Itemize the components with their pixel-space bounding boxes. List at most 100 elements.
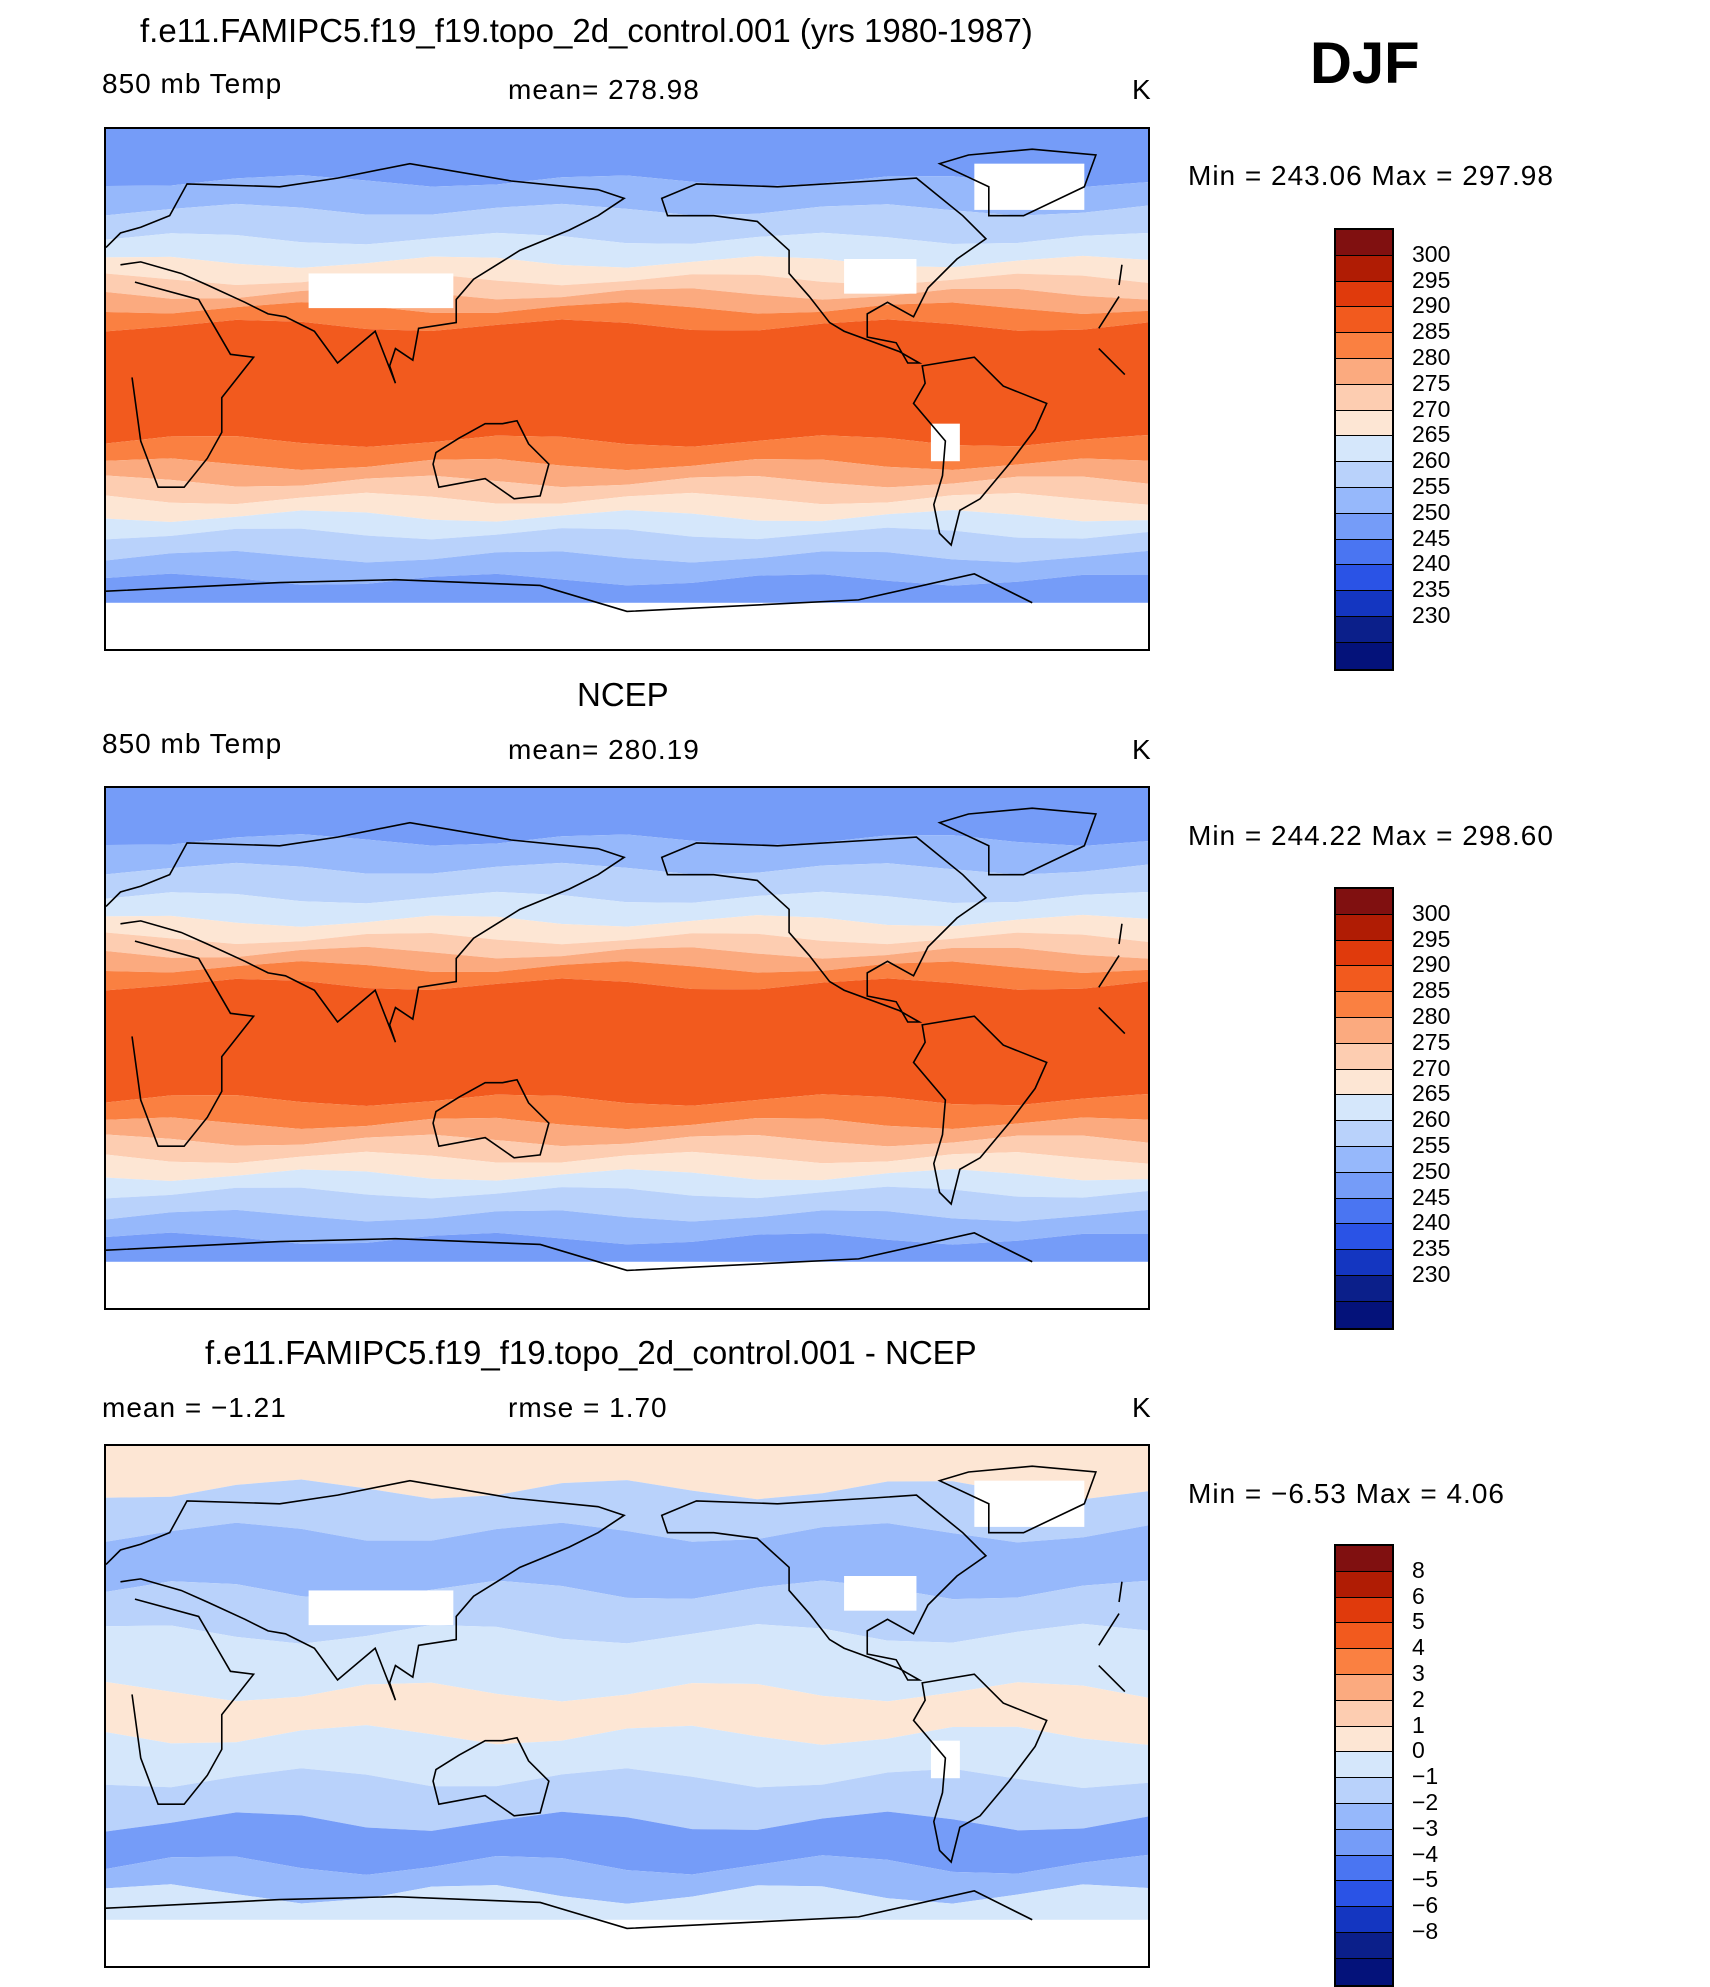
masked-terrain-region (844, 259, 917, 294)
colorbar-swatch (1336, 1778, 1392, 1804)
colorbar-swatch (1336, 1172, 1392, 1199)
colorbar-swatch (1336, 384, 1392, 411)
panel1-units: K (1132, 74, 1152, 105)
colorbar-tick-label: 290 (1412, 292, 1451, 319)
colorbar-swatch (1336, 1803, 1392, 1830)
contour-band (106, 510, 1148, 540)
antarctica-missing-region (106, 1919, 1148, 1966)
colorbar-swatch (1336, 1623, 1392, 1650)
colorbar-swatch (1336, 1275, 1392, 1302)
colorbar-tick-label: 5 (1412, 1608, 1425, 1635)
contour-band (106, 435, 1148, 471)
colorbar-swatch (1336, 889, 1392, 915)
contour-band (106, 1186, 1148, 1222)
contour-band (106, 978, 1148, 1106)
coastline (660, 1494, 988, 1681)
colorbar-swatch (1336, 1855, 1392, 1882)
contour-band (106, 891, 1148, 927)
panel2-units: K (1132, 734, 1152, 765)
map-canvas (106, 788, 1148, 1308)
colorbar-tick-label: 255 (1412, 1132, 1451, 1158)
contour-band (106, 961, 1148, 991)
coastline (432, 419, 550, 500)
panel3-map (104, 1444, 1150, 1968)
coastline (912, 356, 1048, 547)
coastline (106, 1479, 1123, 1701)
panel1-variable-label: 850 mb Temp (102, 68, 283, 99)
contour-band (106, 527, 1148, 563)
colorbar-swatch (1336, 1958, 1392, 1985)
contour-band (106, 1811, 1148, 1875)
contour-band (106, 1134, 1148, 1164)
panel1-colorbar (1334, 228, 1394, 671)
contour-band (106, 492, 1148, 523)
colorbar-swatch (1336, 1301, 1392, 1328)
contour-band (106, 1768, 1148, 1832)
coastline (660, 836, 988, 1023)
colorbar-tick-label: 230 (1412, 602, 1451, 628)
colorbar-tick-label: 235 (1412, 1235, 1451, 1262)
colorbar-tick-label: 6 (1412, 1582, 1425, 1609)
masked-terrain-region (308, 273, 454, 309)
contour-band (106, 175, 1148, 216)
colorbar-tick-label: 285 (1412, 318, 1451, 345)
colorbar-swatch (1336, 1674, 1392, 1701)
colorbar-tick-label: 240 (1412, 1209, 1451, 1236)
colorbar-swatch (1336, 230, 1392, 256)
colorbar-swatch (1336, 307, 1392, 334)
contour-band (106, 1854, 1148, 1904)
colorbar-swatch (1336, 1146, 1392, 1173)
coastline (106, 821, 1123, 1043)
colorbar-tick-label: 295 (1412, 925, 1451, 952)
antarctica-missing-region (106, 602, 1148, 649)
colorbar-tick-label: −5 (1412, 1866, 1439, 1893)
panel2-minmax: Min = 244.22 Max = 298.60 (1188, 820, 1554, 851)
colorbar-swatch (1336, 1881, 1392, 1908)
coastline (106, 162, 1123, 384)
coastline (106, 1890, 1033, 1930)
colorbar-swatch (1336, 1043, 1392, 1070)
colorbar-swatch (1336, 591, 1392, 617)
panel3-title: f.e11.FAMIPC5.f19_f19.topo_2d_control.00… (205, 1334, 977, 1371)
contour-band (106, 550, 1148, 586)
colorbar-swatch (1336, 358, 1392, 385)
colorbar-swatch (1336, 1069, 1392, 1096)
coastline (106, 573, 1033, 613)
coastline (106, 1232, 1033, 1272)
colorbar-tick-label: 300 (1412, 240, 1451, 267)
masked-terrain-region (974, 1480, 1085, 1527)
colorbar-swatch (1336, 940, 1392, 967)
colorbar-tick-label: 2 (1412, 1685, 1425, 1712)
panel2-variable-label: 850 mb Temp (102, 728, 283, 759)
coastline (432, 1736, 550, 1817)
contour-band (106, 203, 1148, 245)
contour-band (106, 475, 1148, 505)
colorbar-swatch (1336, 565, 1392, 592)
colorbar-swatch (1336, 1546, 1392, 1572)
map-canvas (106, 1446, 1148, 1966)
coastline (937, 148, 1098, 217)
colorbar-tick-label: −8 (1412, 1918, 1439, 1944)
colorbar-tick-label: 260 (1412, 1106, 1451, 1133)
contour-band (106, 914, 1148, 945)
colorbar-swatch (1336, 642, 1392, 669)
colorbar-swatch (1336, 487, 1392, 514)
contour-band (106, 932, 1148, 959)
panel2-colorbar (1334, 887, 1394, 1330)
colorbar-tick-label: 295 (1412, 266, 1451, 293)
colorbar-tick-label: −4 (1412, 1840, 1439, 1867)
colorbar-swatch (1336, 281, 1392, 308)
contour-band (106, 946, 1148, 973)
masked-terrain-region (974, 163, 1085, 210)
colorbar-tick-label: 270 (1412, 1054, 1451, 1081)
colorbar-tick-label: 245 (1412, 1183, 1451, 1210)
coastline (660, 177, 988, 364)
contour-band (106, 1209, 1148, 1245)
colorbar-swatch (1336, 1829, 1392, 1856)
panel2-title: NCEP (577, 676, 669, 713)
colorbar-tick-label: 275 (1412, 1028, 1451, 1055)
colorbar-tick-label: 270 (1412, 395, 1451, 422)
panel2-mean-label: mean= 280.19 (508, 734, 700, 765)
contour-band (106, 1681, 1148, 1745)
colorbar-tick-label: 275 (1412, 369, 1451, 396)
